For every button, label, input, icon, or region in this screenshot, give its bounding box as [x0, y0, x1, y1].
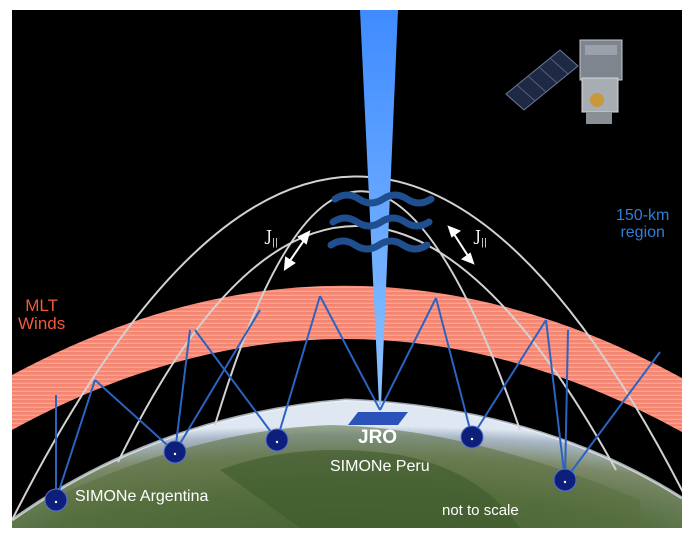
simone-peru-label: SIMONe Peru	[330, 458, 430, 475]
region-label-line2: region	[620, 223, 665, 241]
mlt-label-line2: Winds	[18, 313, 66, 333]
current-symbol: J	[475, 227, 482, 245]
receiver-station-icon	[265, 428, 289, 452]
current-subscript: ||	[481, 238, 488, 248]
region-label-line1: 150-km	[616, 207, 670, 224]
radar-beam	[360, 10, 398, 405]
receiver-station-icon	[553, 468, 577, 492]
link-lines	[55, 295, 661, 501]
earth-limb	[12, 398, 682, 522]
current-label-right: J||	[475, 227, 488, 248]
radar-antenna-icon	[348, 412, 408, 425]
not-to-scale-note: not to scale	[442, 502, 519, 519]
field-line-outer	[12, 175, 682, 521]
wave-bottom	[327, 237, 431, 253]
wave-group	[327, 191, 435, 253]
receiver-station-icon	[163, 440, 187, 464]
region-label: 150-km region	[616, 207, 670, 242]
jro-label: JRO	[358, 427, 398, 448]
current-symbol: J	[266, 227, 273, 245]
satellite-icon	[505, 39, 623, 124]
mlt-label-line1: MLT	[25, 296, 58, 315]
current-subscript: ||	[272, 238, 279, 248]
earth-forest	[220, 450, 520, 528]
simone-argentina-label: SIMONe Argentina	[75, 488, 209, 505]
field-line-inner	[214, 190, 521, 431]
receiver-station-icon	[460, 425, 484, 449]
receiver-station-icon	[44, 488, 68, 512]
current-label-left: J||	[266, 227, 279, 248]
wave-middle	[329, 214, 433, 230]
current-arrow-right	[451, 230, 471, 260]
mlt-winds-band	[12, 285, 682, 432]
station-group	[44, 425, 577, 512]
mlt-winds-label: MLT Winds	[18, 297, 65, 333]
wave-top	[331, 191, 435, 207]
current-arrows	[283, 225, 475, 271]
